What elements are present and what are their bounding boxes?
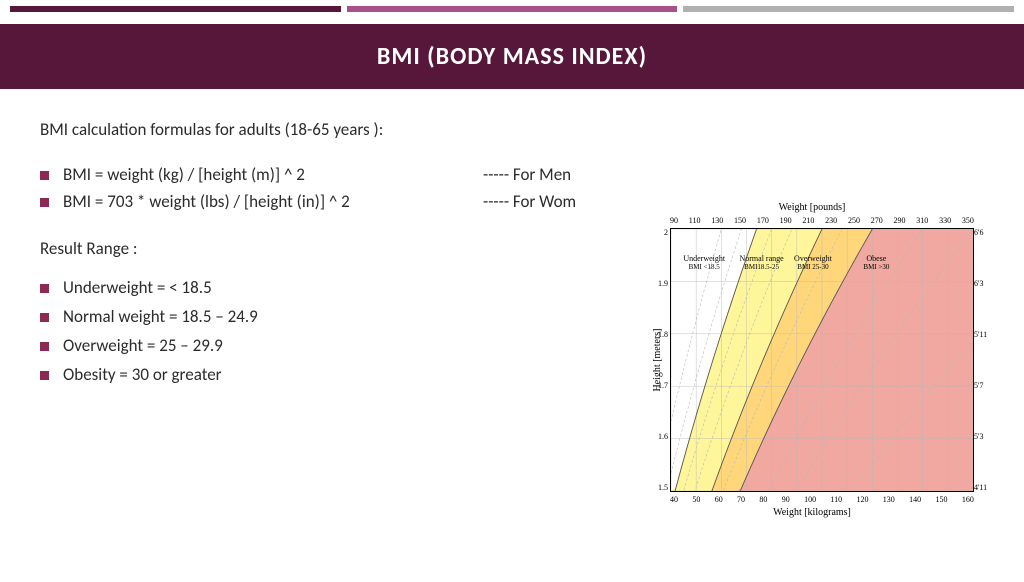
bmi-chart: Weight [pounds] 90 110 130 150 170 190 210 230 2… — [626, 202, 998, 518]
chart-zone-label: OverweightBMI 25-30 — [794, 255, 832, 271]
tick-label: 230 — [825, 216, 837, 225]
formula-tag: ----- For Men — [483, 164, 571, 185]
tick-label: 130 — [883, 495, 895, 504]
tick-label: 6'3 — [974, 279, 992, 288]
tick-label: 150 — [935, 495, 947, 504]
chart-bottom-ticks: 40 50 60 70 80 90 100 110 120 130 140 150 160 — [670, 495, 974, 504]
chart-right-ticks: 6'6 6'3 5'11 5'7 5'3 4'11 — [974, 228, 992, 492]
chart-top-axis-label: Weight [pounds] — [626, 202, 998, 213]
tick-label: 130 — [711, 216, 723, 225]
tick-label: 1.5 — [654, 483, 668, 492]
chart-zone-label: Normal rangeBMI18.5-25 — [739, 255, 783, 271]
tick-label: 1.8 — [654, 330, 668, 339]
bullet-icon — [40, 313, 49, 322]
tick-label: 5'7 — [974, 381, 992, 390]
slide-title: BMI (BODY MASS INDEX) — [0, 24, 1024, 89]
tick-label: 80 — [759, 495, 767, 504]
range-text: Underweight = < 18.5 — [63, 277, 212, 298]
tick-label: 310 — [916, 216, 928, 225]
tick-label: 1.7 — [654, 381, 668, 390]
tick-label: 6'6 — [974, 228, 992, 237]
range-text: Normal weight = 18.5 – 24.9 — [63, 306, 258, 327]
tick-label: 160 — [962, 495, 974, 504]
tick-label: 40 — [670, 495, 678, 504]
tick-label: 100 — [804, 495, 816, 504]
chart-zone-label: ObeseBMI >30 — [863, 255, 889, 271]
accent-bar-2 — [347, 6, 678, 12]
range-text: Obesity = 30 or greater — [63, 364, 222, 385]
tick-label: 150 — [734, 216, 746, 225]
tick-label: 270 — [871, 216, 883, 225]
tick-label: 2 — [654, 228, 668, 237]
accent-bar-3 — [683, 6, 1014, 12]
chart-zone-label: UnderweightBMI <18.5 — [683, 255, 725, 271]
chart-plot-area: UnderweightBMI <18.5 Normal rangeBMI18.5-… — [670, 228, 974, 492]
tick-label: 110 — [689, 216, 701, 225]
lead-text: BMI calculation formulas for adults (18-… — [40, 119, 984, 140]
tick-label: 1.6 — [654, 432, 668, 441]
tick-label: 190 — [780, 216, 792, 225]
chart-left-ticks: 2 1.9 1.8 1.7 1.6 1.5 — [654, 228, 668, 492]
tick-label: 120 — [856, 495, 868, 504]
bullet-icon — [40, 284, 49, 293]
bullet-icon — [40, 198, 49, 207]
bullet-icon — [40, 171, 49, 180]
formula-text: BMI = weight (kg) / [height (m)] ^ 2 — [63, 164, 443, 185]
tick-label: 1.9 — [654, 279, 668, 288]
bullet-icon — [40, 342, 49, 351]
chart-bottom-axis-label: Weight [kilograms] — [626, 507, 998, 518]
tick-label: 90 — [670, 216, 678, 225]
tick-label: 4'11 — [974, 483, 992, 492]
formula-row: BMI = weight (kg) / [height (m)] ^ 2 ----… — [40, 164, 984, 185]
tick-label: 330 — [939, 216, 951, 225]
range-text: Overweight = 25 – 29.9 — [63, 335, 223, 356]
tick-label: 50 — [692, 495, 700, 504]
bullet-icon — [40, 371, 49, 380]
formula-text: BMI = 703 * weight (lbs) / [height (in)]… — [63, 191, 443, 212]
top-accent-bars — [0, 6, 1024, 12]
tick-label: 140 — [909, 495, 921, 504]
tick-label: 350 — [962, 216, 974, 225]
tick-label: 170 — [757, 216, 769, 225]
chart-top-ticks: 90 110 130 150 170 190 210 230 250 270 290 310 330 35… — [670, 216, 974, 225]
tick-label: 210 — [802, 216, 814, 225]
tick-label: 5'11 — [974, 330, 992, 339]
accent-bar-1 — [10, 6, 341, 12]
tick-label: 60 — [715, 495, 723, 504]
tick-label: 70 — [737, 495, 745, 504]
tick-label: 110 — [830, 495, 842, 504]
tick-label: 250 — [848, 216, 860, 225]
tick-label: 290 — [894, 216, 906, 225]
formula-tag: ----- For Wom — [483, 191, 576, 212]
tick-label: 5'3 — [974, 432, 992, 441]
tick-label: 90 — [782, 495, 790, 504]
